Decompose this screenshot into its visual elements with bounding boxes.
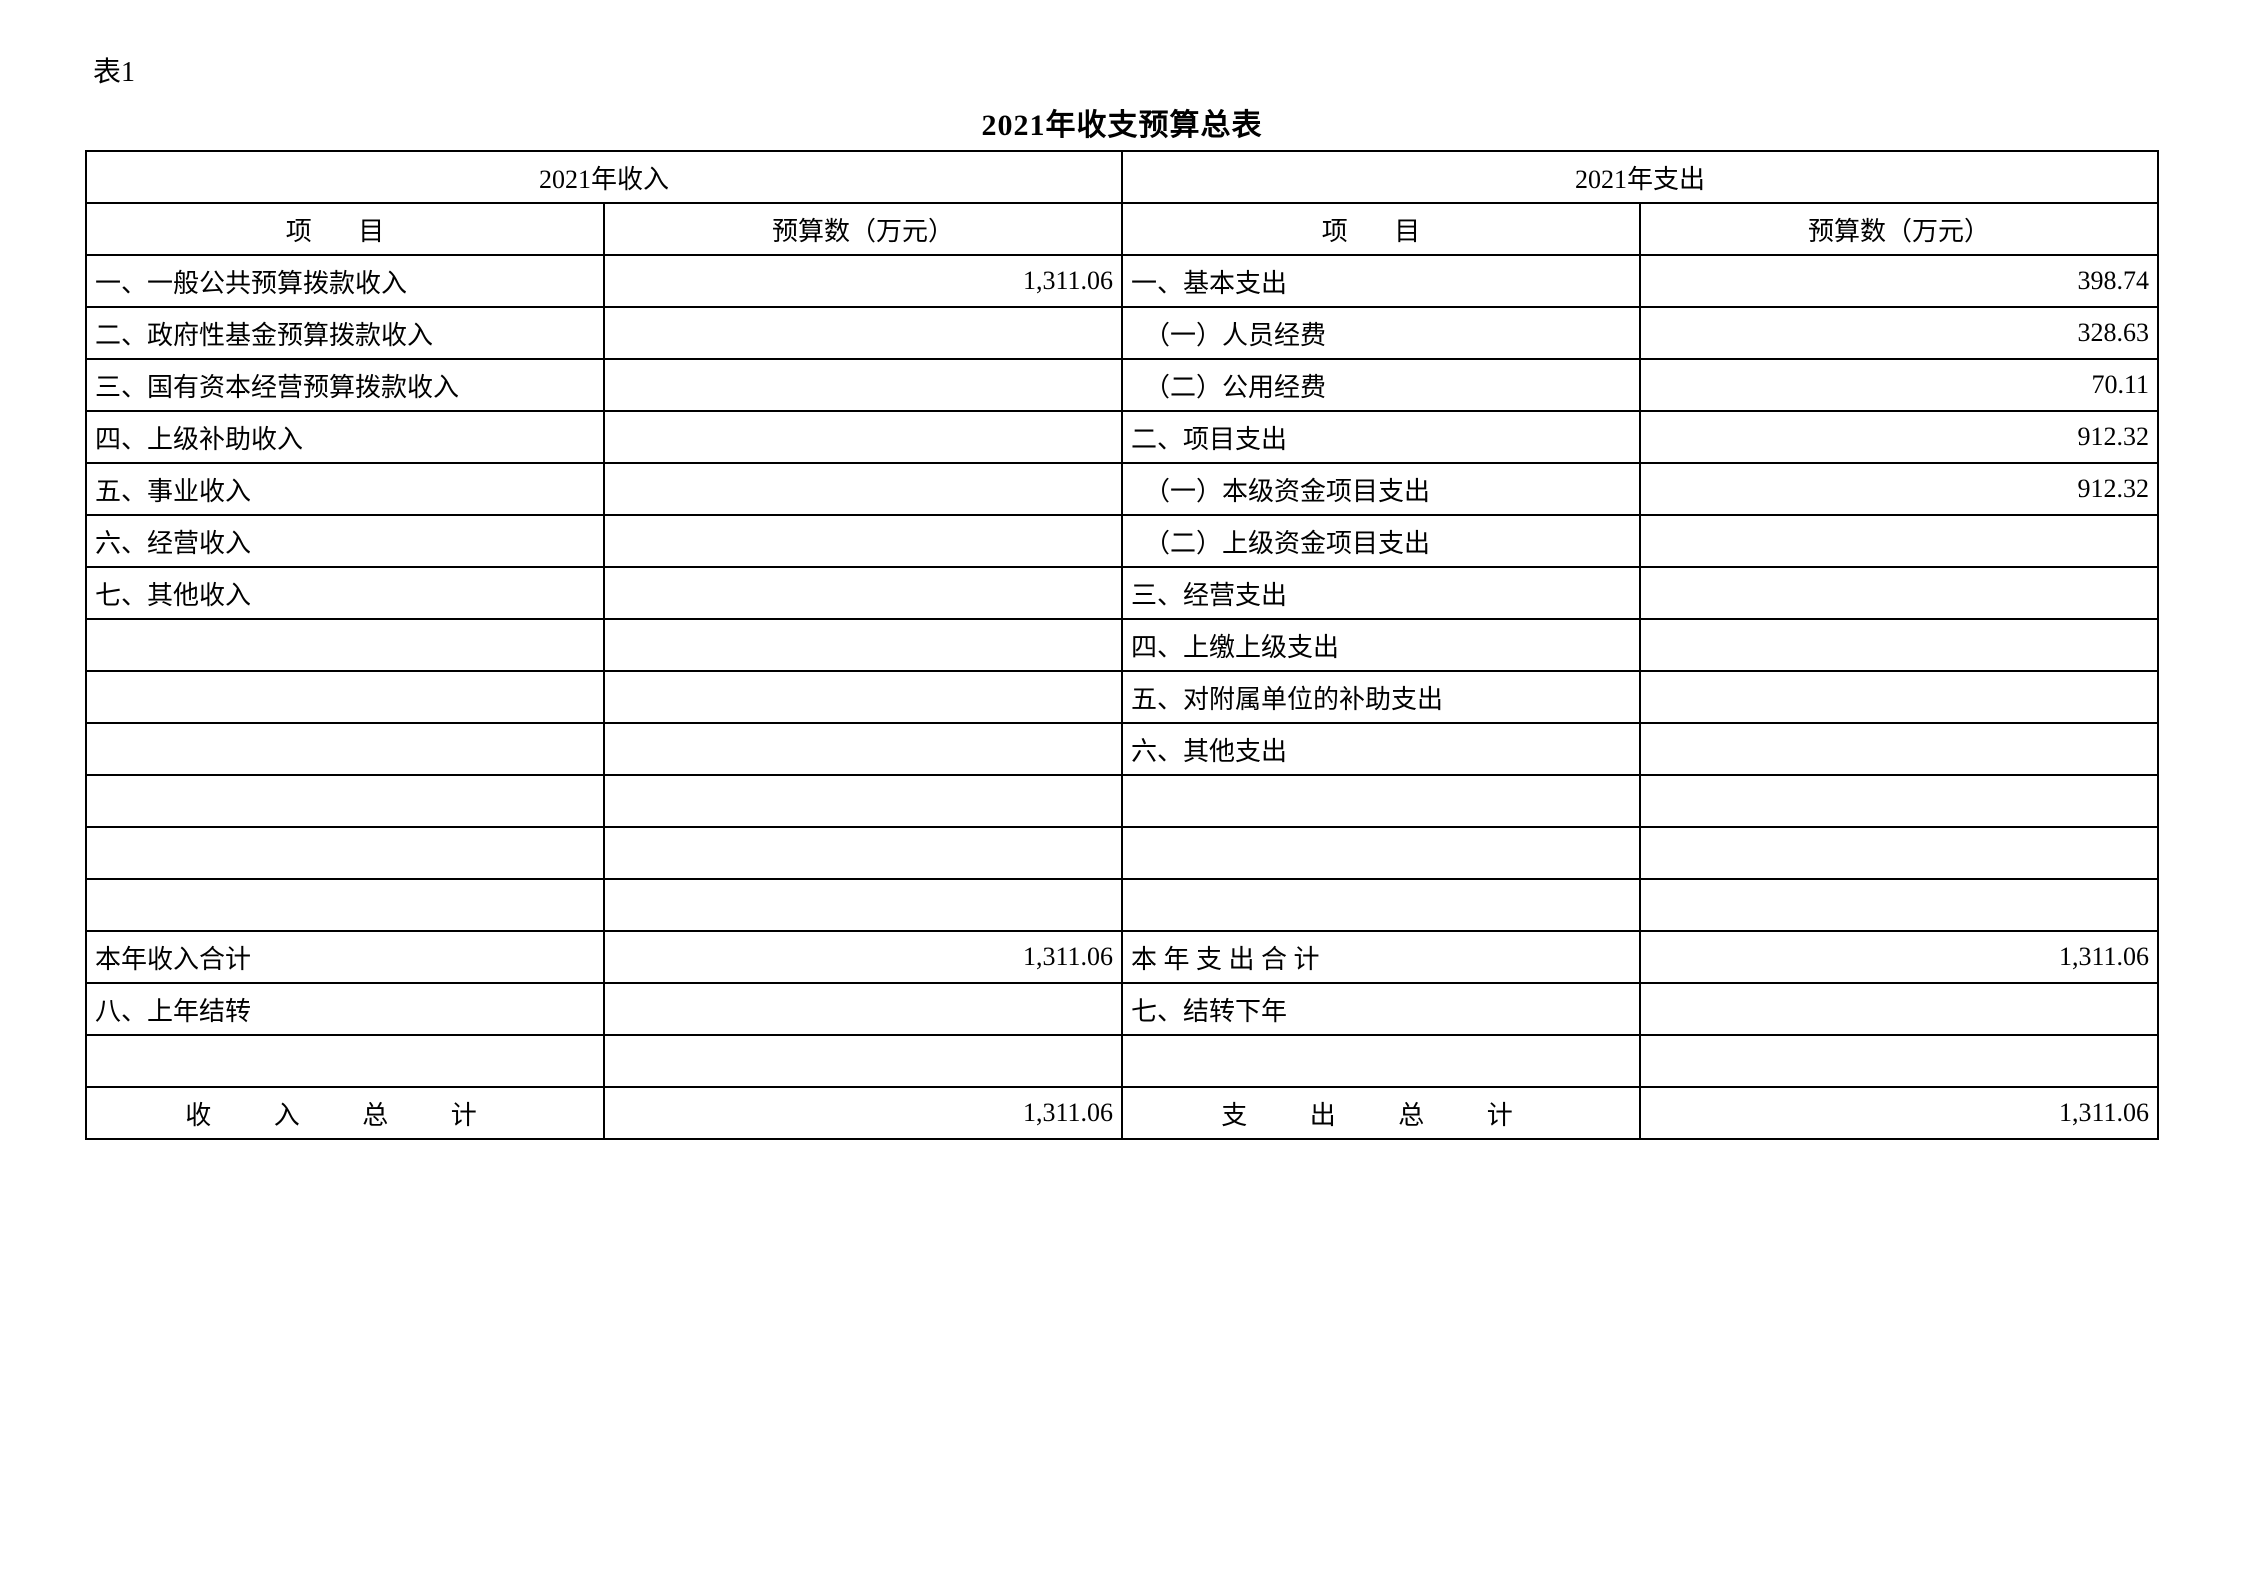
empty-cell — [86, 775, 604, 827]
expense-value: 328.63 — [1640, 307, 2158, 359]
income-total-value: 1,311.06 — [604, 1087, 1122, 1139]
income-value — [604, 619, 1122, 671]
empty-cell — [1122, 827, 1640, 879]
income-item — [86, 723, 604, 775]
expense-value — [1640, 567, 2158, 619]
subtotal-row: 本年收入合计 1,311.06 本 年 支 出 合 计 1,311.06 — [86, 931, 2158, 983]
total-row: 收 入 总 计 1,311.06 支 出 总 计 1,311.06 — [86, 1087, 2158, 1139]
expense-value — [1640, 619, 2158, 671]
page-title: 2021年收支预算总表 — [85, 100, 2159, 144]
expense-subtotal-label: 本 年 支 出 合 计 — [1122, 931, 1640, 983]
expense-value: 912.32 — [1640, 411, 2158, 463]
data-row: 六、经营收入 （二）上级资金项目支出 — [86, 515, 2158, 567]
empty-row — [86, 827, 2158, 879]
income-value — [604, 567, 1122, 619]
income-item: 七、其他收入 — [86, 567, 604, 619]
data-row: 四、上级补助收入 二、项目支出 912.32 — [86, 411, 2158, 463]
expense-header: 2021年支出 — [1122, 151, 2158, 203]
expense-item: 六、其他支出 — [1122, 723, 1640, 775]
header-text: 项 目 — [1322, 217, 1441, 246]
table-subheader-row: 项 目 预算数（万元） 项 目 预算数（万元） — [86, 203, 2158, 255]
empty-cell — [1122, 1035, 1640, 1087]
expense-value — [1640, 671, 2158, 723]
expense-value: 912.32 — [1640, 463, 2158, 515]
expense-budget-header: 预算数（万元） — [1640, 203, 2158, 255]
expense-value — [1640, 515, 2158, 567]
empty-cell — [86, 827, 604, 879]
expense-carry-value — [1640, 983, 2158, 1035]
expense-item-header: 项 目 — [1122, 203, 1640, 255]
expense-value: 398.74 — [1640, 255, 2158, 307]
expense-value: 70.11 — [1640, 359, 2158, 411]
income-budget-header: 预算数（万元） — [604, 203, 1122, 255]
expense-item: 一、基本支出 — [1122, 255, 1640, 307]
income-carry-label: 八、上年结转 — [86, 983, 604, 1035]
expense-subtotal-value: 1,311.06 — [1640, 931, 2158, 983]
data-row: 五、对附属单位的补助支出 — [86, 671, 2158, 723]
income-item: 一、一般公共预算拨款收入 — [86, 255, 604, 307]
income-item: 二、政府性基金预算拨款收入 — [86, 307, 604, 359]
expense-total-value: 1,311.06 — [1640, 1087, 2158, 1139]
empty-row — [86, 775, 2158, 827]
data-row: 一、一般公共预算拨款收入 1,311.06 一、基本支出 398.74 — [86, 255, 2158, 307]
income-value — [604, 463, 1122, 515]
empty-cell — [1122, 879, 1640, 931]
income-item — [86, 619, 604, 671]
income-value — [604, 411, 1122, 463]
income-value — [604, 723, 1122, 775]
income-carry-value — [604, 983, 1122, 1035]
empty-cell — [1640, 879, 2158, 931]
empty-row — [86, 1035, 2158, 1087]
income-value — [604, 359, 1122, 411]
income-item: 三、国有资本经营预算拨款收入 — [86, 359, 604, 411]
income-value — [604, 671, 1122, 723]
empty-cell — [1640, 775, 2158, 827]
expense-item: 二、项目支出 — [1122, 411, 1640, 463]
income-item-header: 项 目 — [86, 203, 604, 255]
expense-item: （一）人员经费 — [1122, 307, 1640, 359]
data-row: 二、政府性基金预算拨款收入 （一）人员经费 328.63 — [86, 307, 2158, 359]
empty-cell — [1640, 827, 2158, 879]
expense-item: 三、经营支出 — [1122, 567, 1640, 619]
income-value — [604, 307, 1122, 359]
empty-row — [86, 879, 2158, 931]
empty-cell — [604, 827, 1122, 879]
expense-item: （一）本级资金项目支出 — [1122, 463, 1640, 515]
expense-total-label: 支 出 总 计 — [1122, 1087, 1640, 1139]
carry-row: 八、上年结转 七、结转下年 — [86, 983, 2158, 1035]
expense-item: 四、上缴上级支出 — [1122, 619, 1640, 671]
header-text: 项 目 — [286, 217, 405, 246]
income-value — [604, 515, 1122, 567]
income-item: 五、事业收入 — [86, 463, 604, 515]
data-row: 六、其他支出 — [86, 723, 2158, 775]
table-label: 表1 — [85, 50, 2159, 90]
table-header-row: 2021年收入 2021年支出 — [86, 151, 2158, 203]
budget-table: 2021年收入 2021年支出 项 目 预算数（万元） 项 目 预算数（万元） … — [85, 150, 2159, 1140]
data-row: 四、上缴上级支出 — [86, 619, 2158, 671]
empty-cell — [1122, 775, 1640, 827]
income-total-label: 收 入 总 计 — [86, 1087, 604, 1139]
income-item: 六、经营收入 — [86, 515, 604, 567]
expense-item: 五、对附属单位的补助支出 — [1122, 671, 1640, 723]
empty-cell — [86, 879, 604, 931]
data-row: 五、事业收入 （一）本级资金项目支出 912.32 — [86, 463, 2158, 515]
expense-item: （二）公用经费 — [1122, 359, 1640, 411]
empty-cell — [86, 1035, 604, 1087]
income-value: 1,311.06 — [604, 255, 1122, 307]
expense-value — [1640, 723, 2158, 775]
income-subtotal-value: 1,311.06 — [604, 931, 1122, 983]
empty-cell — [604, 1035, 1122, 1087]
data-row: 七、其他收入 三、经营支出 — [86, 567, 2158, 619]
data-row: 三、国有资本经营预算拨款收入 （二）公用经费 70.11 — [86, 359, 2158, 411]
empty-cell — [604, 879, 1122, 931]
empty-cell — [604, 775, 1122, 827]
income-item: 四、上级补助收入 — [86, 411, 604, 463]
expense-item: （二）上级资金项目支出 — [1122, 515, 1640, 567]
empty-cell — [1640, 1035, 2158, 1087]
income-header: 2021年收入 — [86, 151, 1122, 203]
expense-carry-label: 七、结转下年 — [1122, 983, 1640, 1035]
income-item — [86, 671, 604, 723]
income-subtotal-label: 本年收入合计 — [86, 931, 604, 983]
